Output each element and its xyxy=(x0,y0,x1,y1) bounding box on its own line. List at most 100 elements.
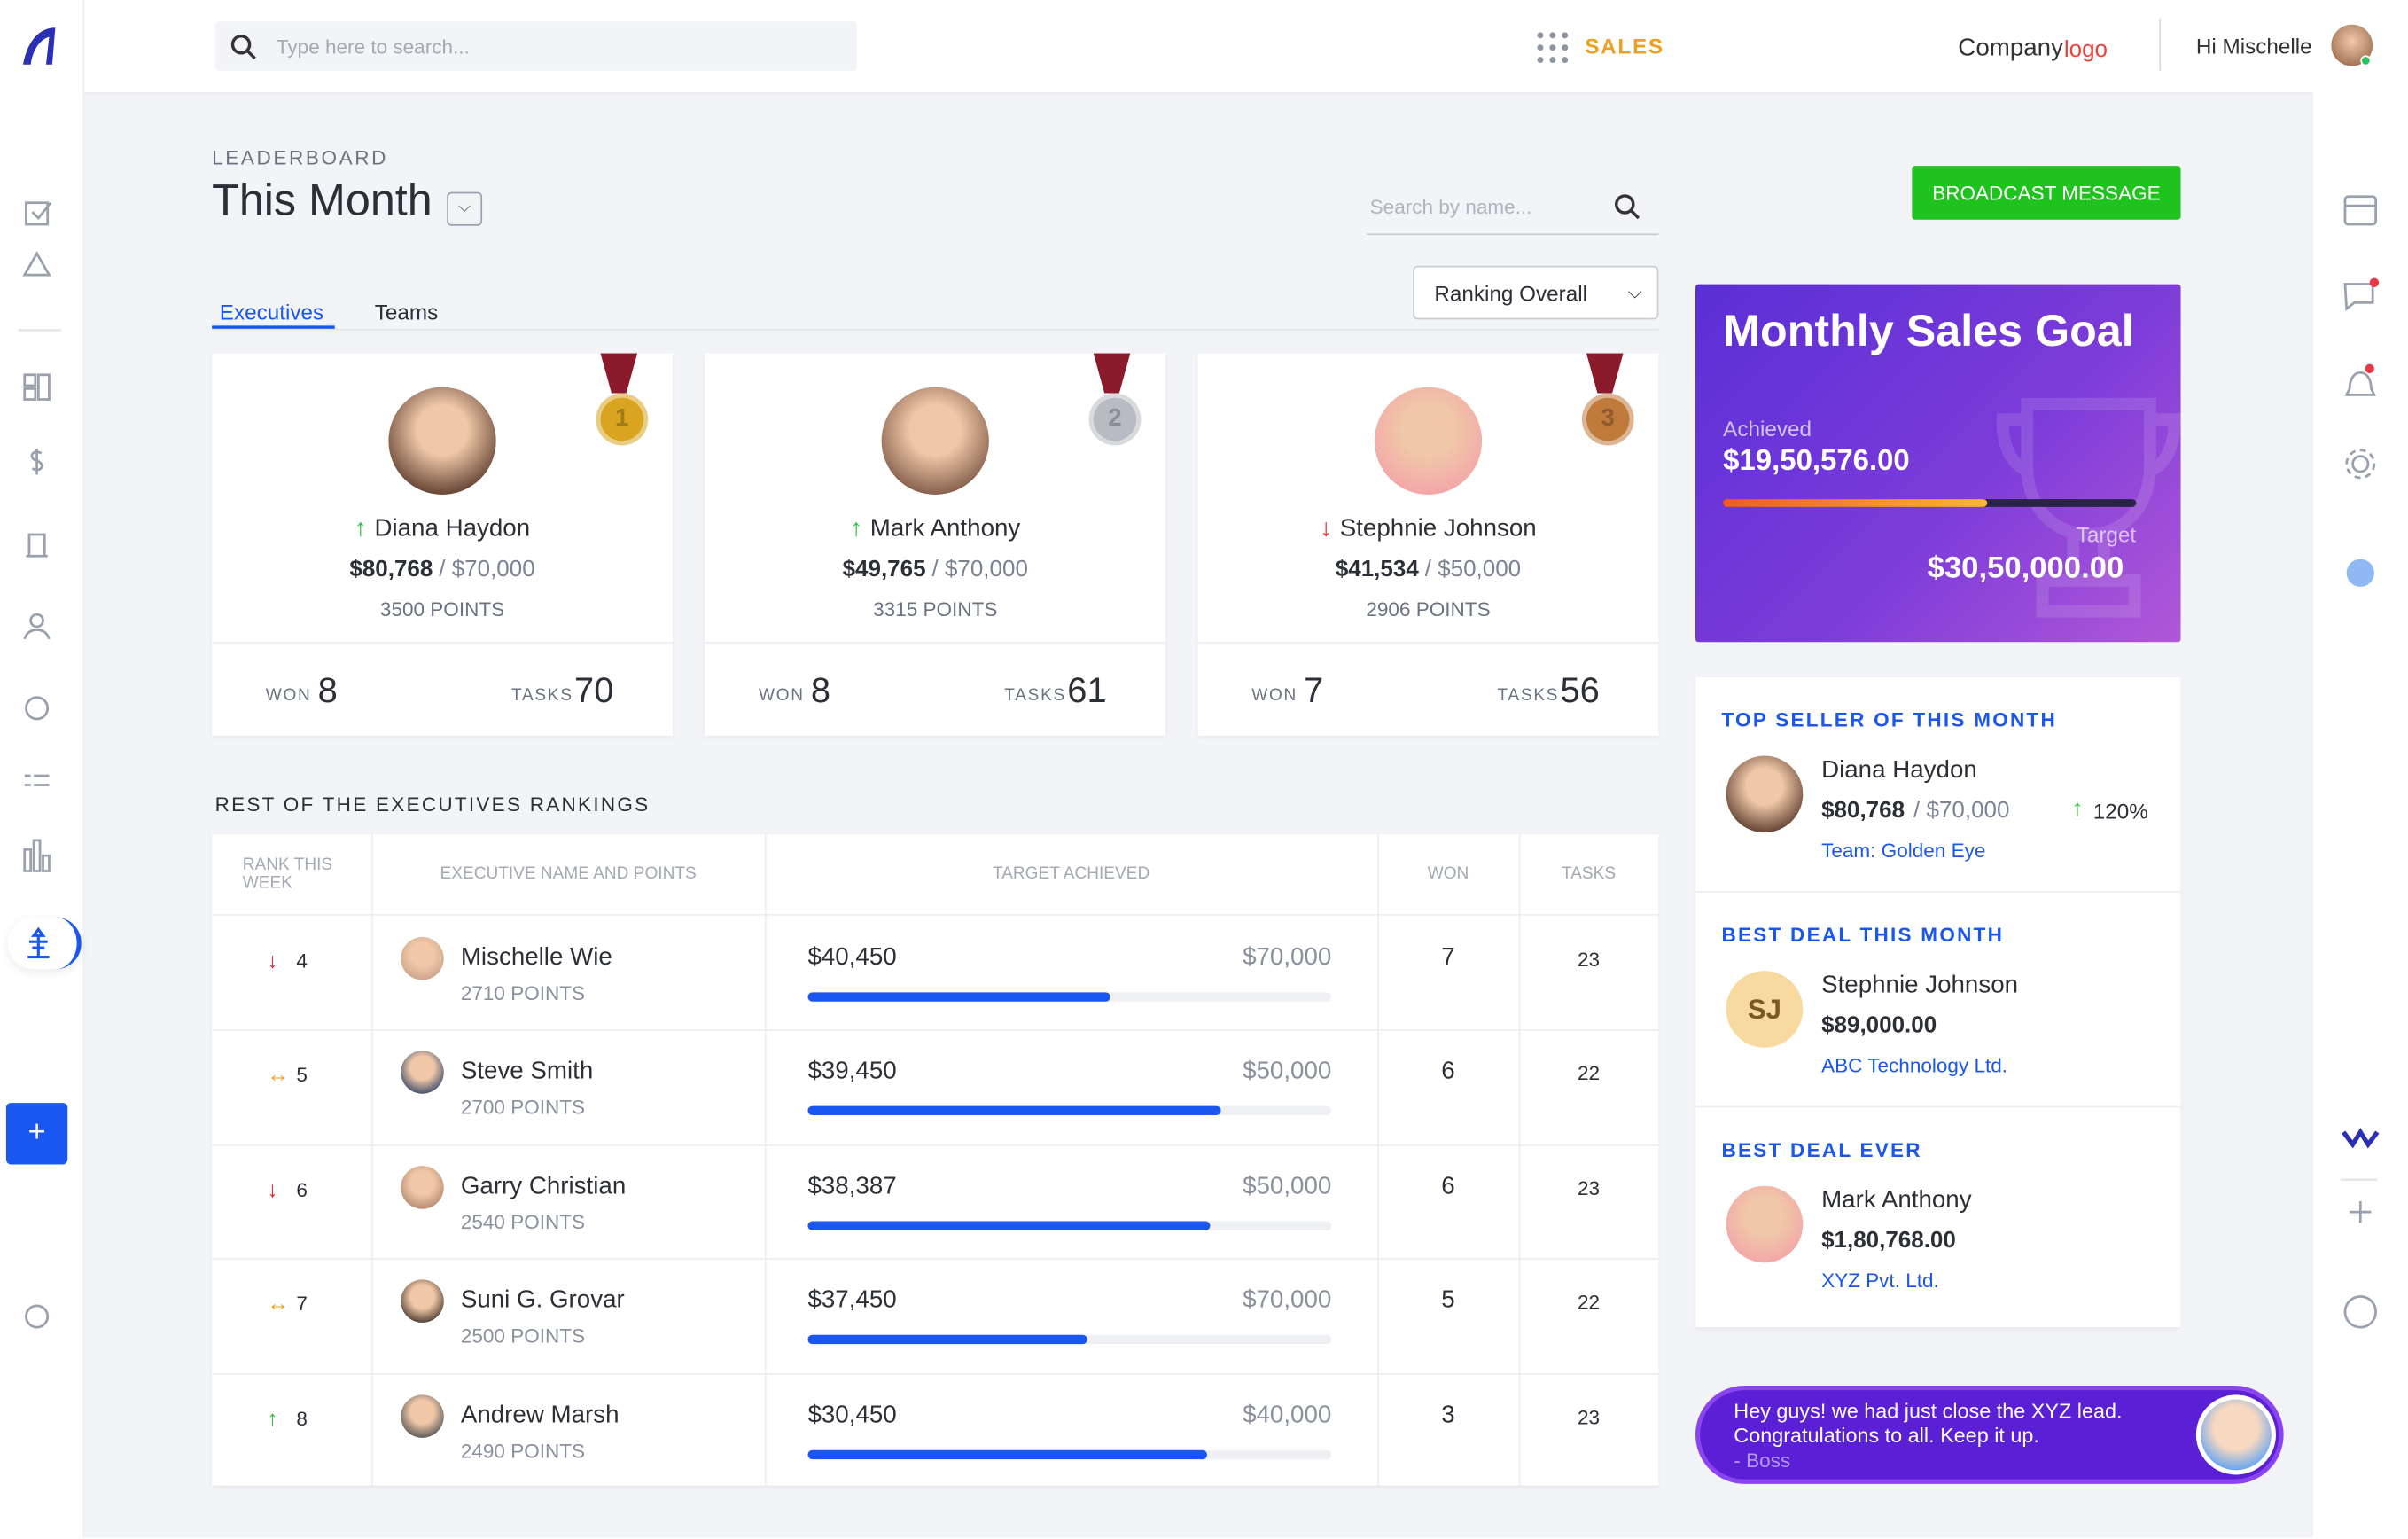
row-points: 2540 POINTS xyxy=(460,1210,586,1234)
rank-arrow: ↑ xyxy=(267,1404,278,1430)
medal: 2 xyxy=(1088,393,1142,446)
tab-executives[interactable]: Executives xyxy=(219,299,324,324)
right-icons xyxy=(2340,195,2380,1329)
row-divider xyxy=(212,1029,1659,1032)
podium-amount-row: $41,534/ $50,000 xyxy=(1198,556,1659,582)
row-divider xyxy=(212,1144,1659,1146)
sort-dropdown[interactable] xyxy=(1413,265,1659,320)
name-search-icon[interactable] xyxy=(1614,193,1641,221)
highlight-avatar xyxy=(1726,755,1804,833)
row-achieved: $37,450 xyxy=(807,1287,897,1314)
won-label: WON xyxy=(1251,686,1298,706)
podium-points: 3500 POINTS xyxy=(379,598,505,621)
progress-fill xyxy=(807,992,1110,1002)
row-target: $50,000 xyxy=(1243,1173,1332,1199)
won-label: WON xyxy=(265,686,312,706)
name-search-underline xyxy=(1367,233,1659,236)
apps-icon[interactable] xyxy=(1536,31,1570,65)
add-button[interactable]: + xyxy=(5,1103,68,1165)
podium-target: / $70,000 xyxy=(931,556,1028,582)
goal-achieved-label: Achieved xyxy=(1723,416,1812,441)
section-title: BEST DEAL THIS MONTH xyxy=(1721,923,2005,947)
app-logo xyxy=(22,27,56,65)
tasks-label: TASKS xyxy=(511,686,573,706)
goal-achieved: $19,50,576.00 xyxy=(1723,445,1910,478)
row-avatar xyxy=(401,1051,444,1095)
podium-achieved: $49,765 xyxy=(842,556,926,582)
goal-title: Monthly Sales Goal xyxy=(1723,307,2134,357)
module-name[interactable]: SALES xyxy=(1585,34,1664,59)
tasks-value: 70 xyxy=(574,669,614,710)
podium-points: 3315 POINTS xyxy=(873,598,998,621)
podium-amount-row: $80,768/ $70,000 xyxy=(212,556,673,582)
active-tab-underline xyxy=(212,325,335,329)
podium-divider xyxy=(1197,642,1659,645)
row-tasks: 23 xyxy=(1578,1176,1601,1199)
sort-caret: ⌵ xyxy=(1627,281,1642,303)
search-box[interactable] xyxy=(214,21,857,71)
rank: 5 xyxy=(296,1063,308,1087)
podium-avatar xyxy=(1374,387,1483,495)
active-nav[interactable] xyxy=(7,917,82,970)
row-divider xyxy=(212,1372,1659,1375)
rankings-table xyxy=(212,833,1659,1486)
highlight-link[interactable]: XYZ Pvt. Ltd. xyxy=(1821,1269,1939,1293)
podium-name: Stephnie Johnson xyxy=(1339,516,1537,543)
trend-arrow: ↑ xyxy=(850,516,863,543)
podium-name: Mark Anthony xyxy=(869,516,1021,543)
row-name: Garry Christian xyxy=(460,1173,627,1199)
podium-target: / $70,000 xyxy=(439,556,535,582)
row-points: 2710 POINTS xyxy=(460,981,586,1005)
row-achieved: $40,450 xyxy=(807,944,897,972)
column-divider xyxy=(764,833,767,1486)
podium-avatar xyxy=(388,387,496,495)
row-won: 7 xyxy=(1441,944,1455,972)
highlight-link[interactable]: ABC Technology Ltd. xyxy=(1821,1053,2008,1077)
tasks-value: 61 xyxy=(1067,669,1107,710)
chat-bubble[interactable] xyxy=(1695,1385,2284,1484)
rank-arrow: ↓ xyxy=(267,1176,278,1201)
highlight-name: Mark Anthony xyxy=(1821,1187,1972,1214)
broadcast-button[interactable]: BROADCAST MESSAGE xyxy=(1912,166,2181,220)
tab-teams[interactable]: Teams xyxy=(374,299,439,324)
goal-target-label: Target xyxy=(2076,522,2137,547)
podium-amount-row: $49,765/ $70,000 xyxy=(705,556,1165,582)
logo-accent: logo xyxy=(2063,36,2108,64)
column-divider xyxy=(1377,833,1380,1486)
goal-card xyxy=(1695,284,2181,643)
row-won: 3 xyxy=(1441,1402,1455,1428)
trend-arrow: ↓ xyxy=(1320,516,1333,543)
row-won: 5 xyxy=(1441,1287,1455,1314)
row-target: $70,000 xyxy=(1243,944,1332,972)
row-target: $50,000 xyxy=(1243,1059,1332,1086)
row-name: Steve Smith xyxy=(460,1059,594,1086)
progress-fill xyxy=(807,1449,1207,1459)
podium-points: 2906 POINTS xyxy=(1366,598,1491,621)
tabs-line xyxy=(212,328,1659,331)
rankings-title: REST OF THE EXECUTIVES RANKINGS xyxy=(214,793,651,816)
rank: 8 xyxy=(296,1406,308,1430)
podium-avatar xyxy=(881,387,989,495)
row-achieved: $38,387 xyxy=(807,1173,897,1199)
highlight-link[interactable]: Team: Golden Eye xyxy=(1821,839,1986,863)
period-dropdown[interactable]: ⌵ xyxy=(447,191,483,226)
highlight-amount: $80,768 xyxy=(1821,797,1905,824)
logo-text: Company xyxy=(1958,35,2063,62)
column-header: WON xyxy=(1427,864,1469,884)
column-header: RANK THIS WEEK xyxy=(242,855,333,893)
row-avatar xyxy=(401,1279,444,1324)
medal: 3 xyxy=(1581,393,1634,446)
column-header: TASKS xyxy=(1561,864,1617,884)
page-label: LEADERBOARD xyxy=(212,145,388,169)
goal-target: $30,50,000.00 xyxy=(1927,551,2124,586)
search-icon xyxy=(230,34,256,60)
row-tasks: 22 xyxy=(1578,1062,1601,1086)
won-label: WON xyxy=(758,686,805,706)
highlight-growth: 120% xyxy=(2092,799,2148,824)
highlight-name: Stephnie Johnson xyxy=(1821,972,2019,999)
rank-arrow: ↔ xyxy=(267,1062,289,1087)
online-dot xyxy=(2360,55,2372,66)
podium-target: / $50,000 xyxy=(1424,556,1522,582)
trophy-watermark xyxy=(1996,397,2181,618)
left-sidebar xyxy=(0,0,85,1538)
